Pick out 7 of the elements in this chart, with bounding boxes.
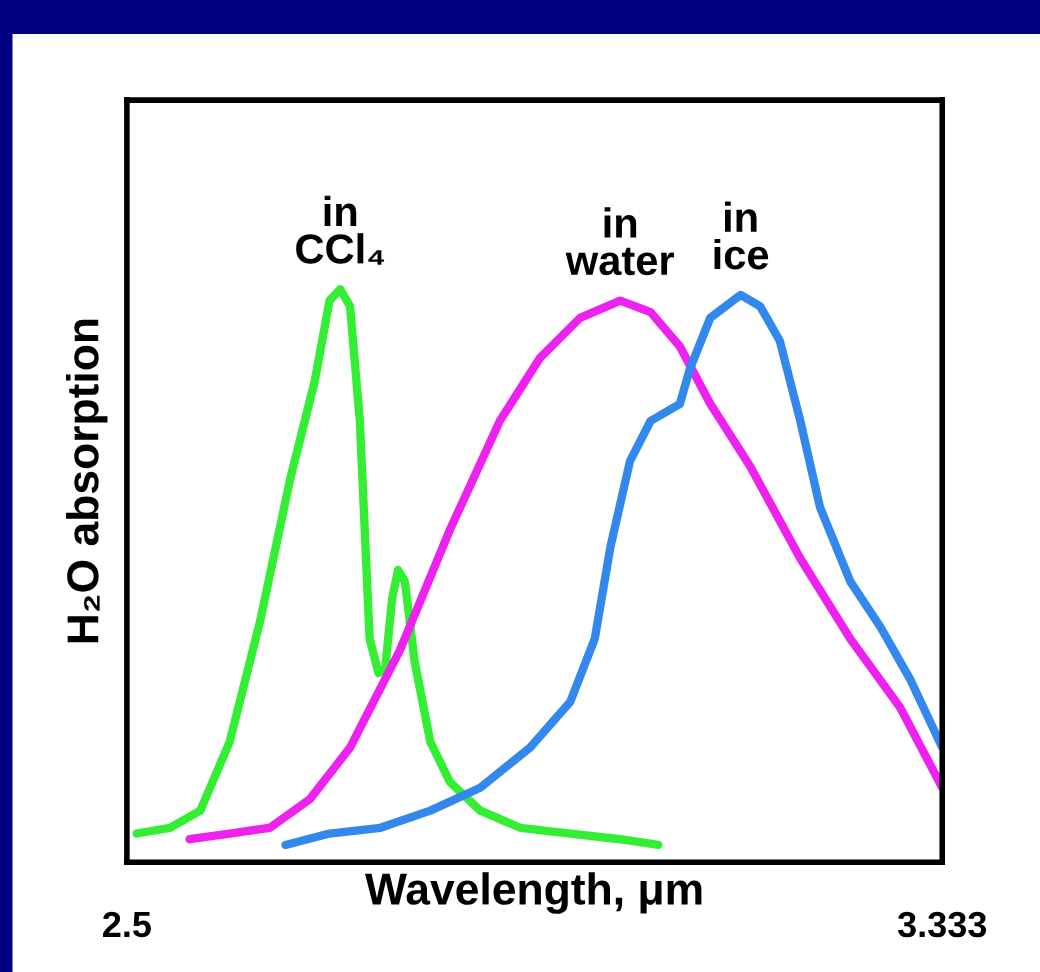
x-tick-label: 3.333 <box>897 911 987 938</box>
x-tick-label: 2.5 <box>103 911 151 938</box>
y-axis-title: H₂O absorption <box>66 319 108 643</box>
x-axis-title: Wavelength, μm <box>365 872 702 914</box>
series-label: in water <box>565 207 674 276</box>
series-label: in ice <box>714 201 769 270</box>
series-label: in CCl₄ <box>296 195 385 265</box>
